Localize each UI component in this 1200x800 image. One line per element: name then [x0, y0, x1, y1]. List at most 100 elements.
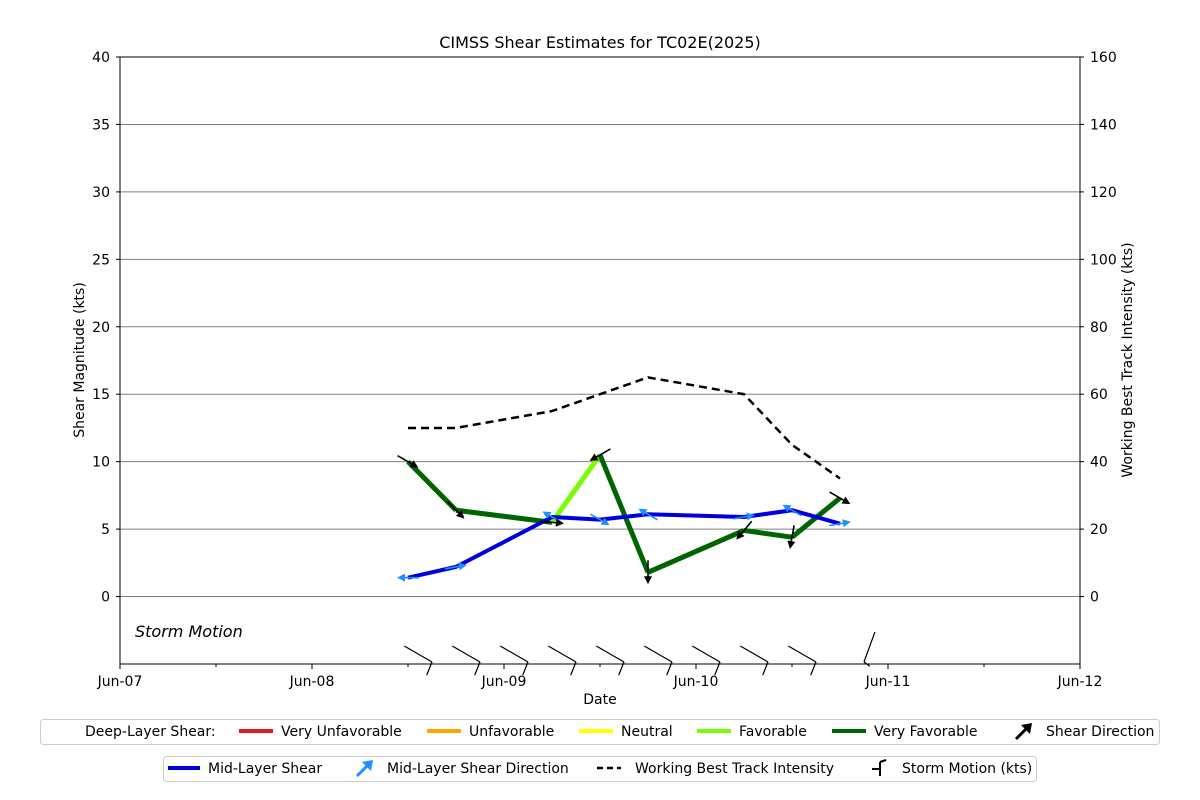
storm-motion-barb [787, 645, 817, 676]
legend-neutral: Neutral [621, 724, 673, 740]
deep-layer-direction-arrow-head [456, 510, 465, 519]
axis-ticks: 0 5 10 15 20 25 30 35 40 0 20 40 60 80 100 120 140 160 Jun… [92, 50, 1117, 690]
y-tick-label: 5 [101, 522, 110, 538]
deep-layer-direction-arrow [829, 491, 851, 505]
mid-layer-direction-arrow-head [600, 517, 610, 526]
storm-motion-barb [643, 645, 673, 676]
mid-layer-shear-line [407, 508, 841, 580]
x-tick-label: Jun-12 [1057, 674, 1103, 690]
y2-tick-label: 140 [1090, 117, 1117, 133]
deep-layer-shear-segment [743, 527, 793, 540]
x-axis-label: Date [583, 692, 616, 708]
storm-motion-barb-staff [403, 645, 433, 663]
storm-motion-barb-staff [863, 631, 876, 663]
storm-motion-barb-staff [739, 645, 769, 663]
deep-layer-direction-arrow [644, 560, 652, 585]
y2-tick-label: 160 [1090, 50, 1117, 66]
deep-layer-shear-segment [647, 528, 745, 575]
storm-motion-barb-flag [714, 661, 721, 676]
y-tick-label: 30 [92, 185, 110, 201]
storm-motion-barb-flag [474, 661, 481, 676]
y-tick-label: 10 [92, 455, 110, 471]
mid-layer-direction-arrow [590, 513, 610, 526]
deep-layer-direction-arrow [446, 501, 465, 519]
mid-layer-direction-arrow [638, 508, 658, 521]
storm-motion-barb [403, 645, 433, 676]
y-tick-label: 15 [92, 387, 110, 403]
storm-motion-layer [403, 631, 876, 676]
storm-motion-label: Storm Motion [135, 622, 243, 641]
legend-storm-motion: Storm Motion (kts) [902, 761, 1032, 777]
mid-layer-direction-arrow-head [638, 508, 648, 517]
storm-motion-barb-staff [643, 645, 673, 663]
deep-layer-direction-arrow [589, 448, 611, 461]
storm-motion-barb [863, 631, 876, 667]
y-tick-label: 40 [92, 50, 110, 66]
mid-layer-direction-arrow [782, 504, 802, 517]
y2-tick-label: 80 [1090, 320, 1108, 336]
series-layer [397, 376, 851, 585]
legend-best-track: Working Best Track Intensity [635, 761, 834, 777]
deep-layer-direction-arrow-head [787, 540, 796, 550]
y2-tick-label: 40 [1090, 455, 1108, 471]
storm-motion-barb-flag [522, 661, 529, 676]
x-tick-label: Jun-08 [289, 674, 335, 690]
y2-axis-label: Working Best Track Intensity (kts) [1120, 242, 1136, 477]
deep-layer-direction-arrow [539, 518, 564, 527]
legend-very-unfavorable: Very Unfavorable [281, 724, 402, 740]
y2-tick-label: 0 [1090, 590, 1099, 606]
grid-lines [120, 123, 1080, 598]
x-tick-label: Jun-07 [97, 674, 143, 690]
storm-motion-barb-flag [570, 661, 577, 676]
storm-motion-barb-staff [547, 645, 577, 663]
legend-unfavorable: Unfavorable [469, 724, 554, 740]
y2-tick-label: 60 [1090, 387, 1108, 403]
storm-motion-barb-staff [787, 645, 817, 663]
storm-motion-barb-staff [499, 645, 529, 663]
deep-layer-direction-arrow-head [841, 496, 851, 505]
storm-motion-barb-staff [451, 645, 481, 663]
mid-layer-direction-arrow-head [542, 511, 552, 519]
deep-layer-shear-segment [549, 453, 603, 524]
deep-layer-shear-segment [455, 507, 553, 525]
deep-layer-direction-arrow-head [644, 576, 652, 585]
y2-tick-label: 100 [1090, 252, 1117, 268]
chart-title: CIMSS Shear Estimates for TC02E(2025) [439, 33, 761, 52]
mid-layer-direction-arrow-head [397, 573, 405, 582]
y2-tick-label: 20 [1090, 522, 1108, 538]
storm-motion-barb-flag [762, 661, 769, 676]
y-axis-label: Shear Magnitude (kts) [72, 282, 88, 438]
mid-layer-direction-arrow-head [782, 504, 792, 513]
storm-motion-barb-flag [618, 661, 625, 676]
storm-motion-barb [595, 645, 625, 676]
y-tick-label: 0 [101, 590, 110, 606]
shear-direction-icon [1014, 723, 1032, 741]
legend-deep-layer-heading: Deep-Layer Shear: [85, 724, 216, 740]
y-tick-label: 25 [92, 252, 110, 268]
storm-motion-barb-flag [863, 661, 871, 667]
storm-motion-barb-icon [872, 759, 887, 776]
legend-very-favorable: Very Favorable [874, 724, 978, 740]
deep-layer-direction-arrow-head [736, 530, 745, 540]
x-tick-label: Jun-11 [865, 674, 911, 690]
storm-motion-barb [451, 645, 481, 676]
deep-layer-direction-arrow-head [589, 453, 599, 461]
storm-motion-barb [691, 645, 721, 676]
storm-motion-barb-flag [810, 661, 817, 676]
mid-layer-direction-arrow-head [458, 562, 467, 571]
y-tick-label: 20 [92, 320, 110, 336]
x-tick-label: Jun-10 [673, 674, 719, 690]
storm-motion-barb-flag [666, 661, 673, 676]
deep-layer-direction-arrow [397, 454, 419, 468]
deep-layer-direction-arrow-head [555, 518, 564, 527]
x-tick-label: Jun-09 [481, 674, 527, 690]
mid-layer-direction-arrow-head [842, 519, 851, 528]
y-tick-label: 35 [92, 117, 110, 133]
deep-layer-direction-arrow [736, 520, 753, 540]
storm-motion-barb [499, 645, 529, 676]
legend-mid-layer-direction: Mid-Layer Shear Direction [387, 761, 569, 777]
deep-layer-direction-arrow [787, 525, 796, 550]
legend-row-deep-layer: Deep-Layer Shear: Very Unfavorable Unfav… [40, 719, 1160, 745]
